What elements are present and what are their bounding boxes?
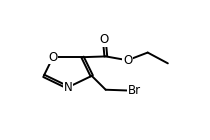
- Text: O: O: [48, 51, 58, 64]
- Text: O: O: [123, 54, 132, 67]
- Text: Br: Br: [127, 84, 140, 97]
- Text: N: N: [63, 81, 72, 94]
- Text: O: O: [100, 33, 109, 46]
